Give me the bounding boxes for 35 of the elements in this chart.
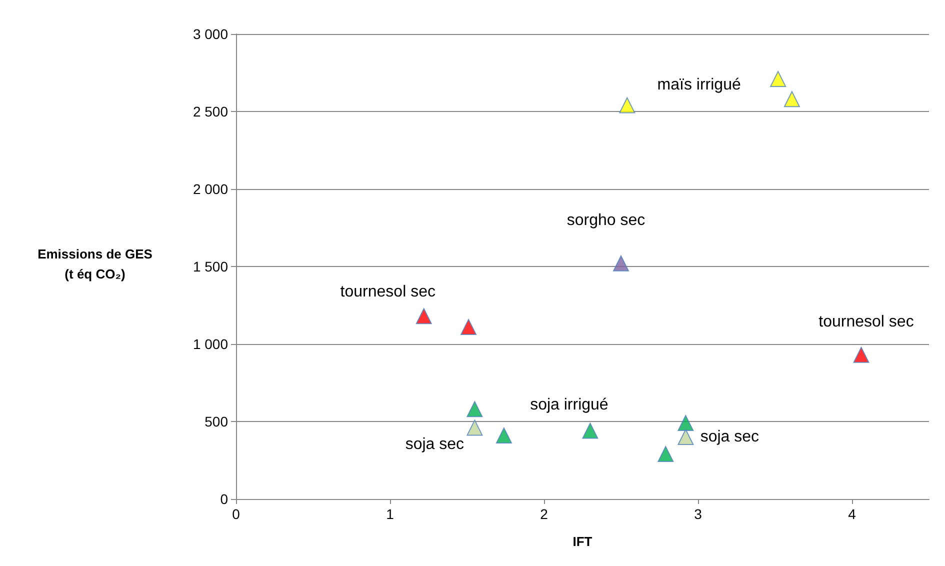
point: [466, 420, 483, 436]
point: [658, 446, 674, 462]
point: [416, 308, 432, 324]
point: [770, 70, 786, 87]
point: [460, 318, 477, 335]
y-tick-label: 3 000: [192, 26, 228, 42]
x-tick-label: 0: [232, 506, 240, 522]
y-tick-label: 2 000: [192, 181, 228, 197]
point: [582, 422, 598, 439]
annotation: sorgho sec: [566, 212, 646, 229]
y-axis-title: Emissions de GES (t éq CO₂): [38, 246, 153, 282]
y-tick-label: 1 500: [192, 258, 228, 274]
point: [678, 429, 694, 445]
y-tick-label: 500: [204, 414, 228, 430]
point: [678, 415, 694, 432]
point: [496, 427, 512, 444]
point: [613, 255, 629, 272]
annotation: tournesol sec: [340, 284, 436, 301]
x-tick-label: 3: [694, 506, 702, 522]
y-tick-label: 1 000: [192, 336, 228, 352]
annotation: maïs irrigué: [657, 76, 741, 94]
x-tick-label: 4: [848, 506, 856, 522]
y-tick-label: 0: [220, 491, 228, 507]
x-axis-title: IFT: [572, 534, 592, 549]
point: [853, 346, 870, 363]
point: [466, 401, 483, 418]
y-tick-label: 2 500: [192, 104, 228, 120]
x-tick-label: 1: [386, 506, 394, 522]
point: [619, 97, 636, 114]
annotation: soja sec: [405, 436, 464, 454]
point: [784, 91, 800, 108]
annotation: soja sec: [700, 428, 760, 446]
annotation: tournesol sec: [818, 313, 914, 330]
annotation: soja irrigué: [530, 396, 608, 414]
x-tick-label: 2: [540, 506, 548, 522]
